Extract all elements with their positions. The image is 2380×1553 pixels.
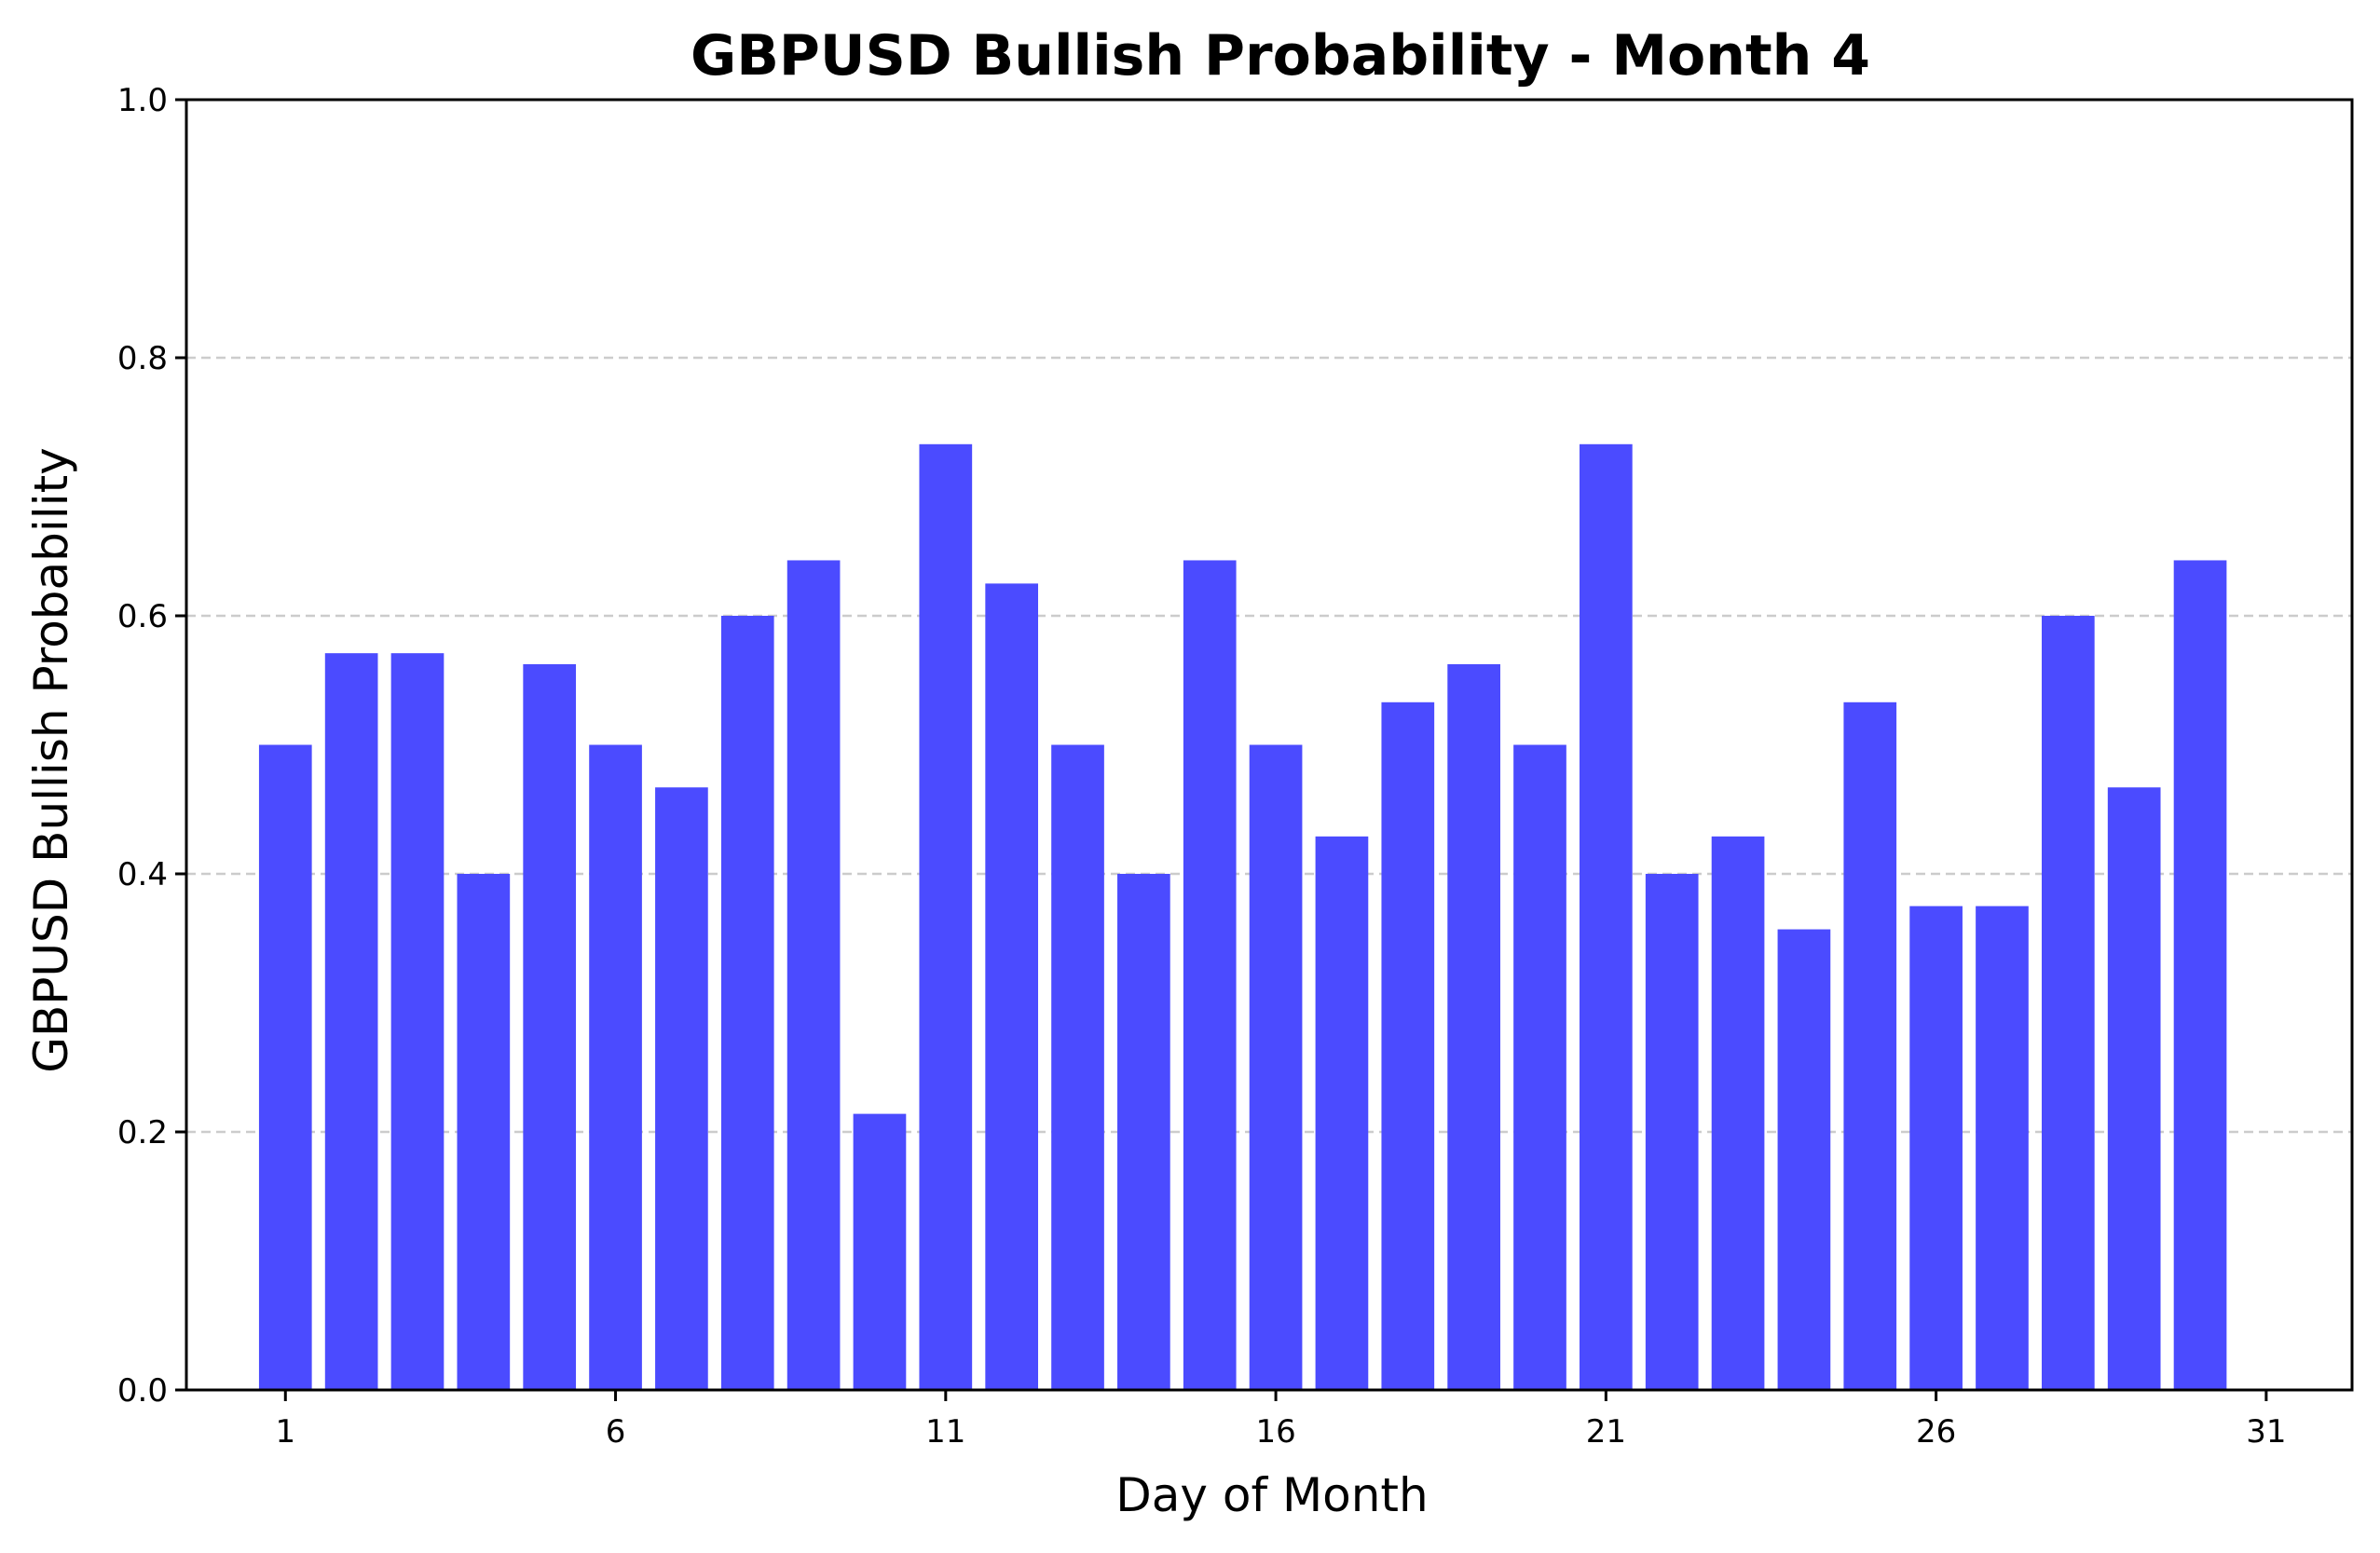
bar-day-18 — [1381, 702, 1435, 1390]
bar-day-15 — [1183, 560, 1237, 1390]
bars — [258, 443, 2227, 1390]
y-axis-ticks: 0.0 0.2 0.4 0.6 0.8 1.0 — [117, 82, 186, 1410]
bar-day-4 — [457, 874, 511, 1390]
x-tick-label: 26 — [1916, 1413, 1956, 1451]
bar-day-16 — [1249, 744, 1303, 1390]
bar-day-12 — [985, 583, 1039, 1390]
y-tick-label: 0.4 — [117, 856, 168, 893]
x-tick-label: 6 — [606, 1413, 626, 1451]
bar-day-14 — [1117, 874, 1170, 1390]
bar-day-1 — [258, 744, 312, 1390]
chart-title: GBPUSD Bullish Probability - Month 4 — [691, 23, 1870, 89]
bar-day-23 — [1711, 836, 1765, 1390]
y-tick-label: 0.0 — [117, 1372, 168, 1410]
bar-day-6 — [589, 744, 642, 1390]
bar-day-5 — [523, 663, 577, 1390]
bar-day-10 — [853, 1113, 907, 1390]
x-axis-label: Day of Month — [1115, 1468, 1428, 1522]
x-tick-label: 21 — [1586, 1413, 1626, 1451]
bar-day-30 — [2173, 560, 2227, 1390]
bar-day-7 — [655, 787, 708, 1390]
y-tick-label: 0.8 — [117, 340, 168, 377]
y-tick-label: 0.2 — [117, 1114, 168, 1151]
bar-day-22 — [1645, 874, 1699, 1390]
bar-day-2 — [324, 653, 378, 1390]
plot-frame — [185, 98, 2354, 1392]
bar-day-21 — [1580, 443, 1633, 1390]
x-tick-label: 31 — [2246, 1413, 2286, 1451]
bar-day-9 — [786, 560, 841, 1390]
y-tick-label: 0.6 — [117, 598, 168, 635]
y-tick-label: 1.0 — [117, 82, 168, 119]
bar-day-27 — [1976, 906, 2029, 1390]
x-tick-label: 16 — [1255, 1413, 1295, 1451]
bar-day-29 — [2107, 787, 2161, 1390]
bar-day-8 — [720, 616, 774, 1390]
bar-day-20 — [1513, 744, 1566, 1390]
bar-day-17 — [1315, 836, 1369, 1390]
bar-day-3 — [390, 653, 445, 1390]
bar-day-13 — [1051, 744, 1104, 1390]
bar-day-26 — [1909, 906, 1963, 1390]
bar-day-19 — [1447, 663, 1500, 1390]
y-axis-label: GBPUSD Bullish Probability — [24, 447, 78, 1073]
bar-day-24 — [1777, 929, 1831, 1390]
x-tick-label: 1 — [275, 1413, 295, 1451]
bar-day-25 — [1843, 702, 1897, 1390]
bar-day-11 — [919, 443, 973, 1390]
x-axis-ticks: 1 6 11 16 21 26 31 — [275, 1390, 2287, 1451]
x-tick-label: 11 — [925, 1413, 965, 1451]
bar-day-28 — [2041, 616, 2095, 1390]
